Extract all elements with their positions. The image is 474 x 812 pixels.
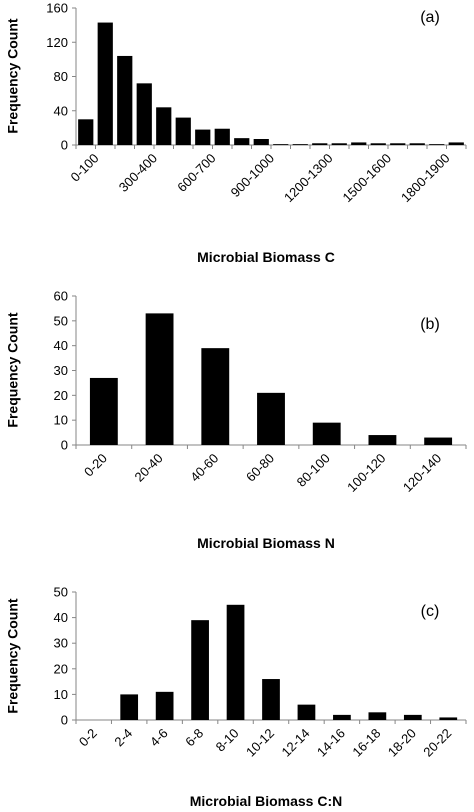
y-tick-label: 20 — [54, 388, 68, 403]
panel-label: (c) — [421, 603, 440, 620]
y-tick-label: 60 — [54, 289, 68, 304]
bar-1300-1400 — [331, 143, 347, 145]
panel-b: 0 10 20 30 40 50 60 0-20 20-40 40-60 60-80 80-100 10… — [5, 289, 467, 551]
y-tick-label: 40 — [54, 610, 68, 625]
bar-1400-1500 — [351, 142, 367, 145]
bar-1100-1200 — [292, 144, 308, 145]
x-tick-label: 40-60 — [187, 451, 221, 485]
bar-200-300 — [117, 55, 133, 146]
x-tick-label: 20-40 — [132, 451, 166, 485]
bar-900-1000 — [253, 139, 269, 145]
bar-1600-1700 — [390, 143, 406, 145]
panel-label: (b) — [420, 316, 440, 333]
y-tick-label: 50 — [54, 585, 68, 600]
y-axis-label: Frequency Count — [5, 312, 21, 427]
bar-1800-1900 — [429, 144, 445, 145]
y-axis-label: Frequency Count — [5, 598, 21, 713]
x-tick-label: 1200-1300 — [281, 151, 336, 206]
bar-8-10 — [226, 604, 245, 720]
x-tick-label: 0-2 — [76, 726, 100, 750]
bar-4-6 — [155, 691, 174, 720]
bar-6-8 — [191, 620, 209, 720]
bar-16-18 — [368, 712, 387, 720]
x-tick-label: 1500-1600 — [340, 151, 395, 206]
bar-300-400 — [136, 83, 152, 145]
y-tick-label: 80 — [54, 69, 68, 84]
x-tick-label: 2-4 — [111, 726, 135, 750]
y-tick-label: 40 — [54, 338, 68, 353]
bar-80-100 — [312, 422, 341, 445]
bar-10-12 — [262, 679, 280, 720]
x-axis-label: Microbial Biomass C:N — [190, 793, 342, 809]
panel-a: 0 40 80 120 160 0-100 300-400 600-700 900-1000 12… — [5, 1, 467, 265]
bar-1200-1300 — [312, 143, 328, 145]
y-tick-label: 30 — [54, 363, 68, 378]
x-tick-label: 80-100 — [294, 451, 333, 490]
x-tick-label: 1800-1900 — [398, 151, 453, 206]
x-tick-label: 0-100 — [68, 151, 102, 185]
x-tick-label: 20-22 — [420, 726, 454, 760]
bar-12-14 — [297, 704, 316, 720]
bar-1700-1800 — [409, 143, 425, 145]
y-tick-label: 40 — [54, 103, 68, 118]
panel-label: (a) — [420, 9, 440, 26]
bar-60-80 — [257, 392, 285, 445]
y-tick-label: 10 — [54, 413, 68, 428]
x-tick-label: 60-80 — [243, 451, 277, 485]
bar-100-120 — [368, 435, 397, 445]
bar-14-16 — [333, 714, 351, 720]
y-tick-label: 120 — [46, 35, 68, 50]
bar-600-700 — [195, 129, 211, 145]
x-tick-label: 6-8 — [182, 726, 206, 750]
bar-18-20 — [403, 714, 422, 720]
panel-c: 0 10 20 30 40 50 0-2 2-4 4-6 6-8 8-10 10-12 12-14 14-… — [5, 585, 467, 809]
x-tick-label: 16-18 — [349, 726, 383, 760]
x-tick-label: 8-10 — [213, 726, 242, 755]
y-tick-label: 30 — [54, 636, 68, 651]
bar-0-20 — [89, 377, 118, 445]
bar-20-22 — [439, 717, 458, 720]
bar-500-600 — [175, 117, 191, 145]
bar-800-900 — [234, 138, 250, 145]
bar-700-800 — [214, 128, 230, 145]
x-tick-label: 0-20 — [81, 451, 110, 480]
bar-1900-2000 — [448, 142, 464, 145]
bar-100-200 — [97, 22, 113, 145]
x-tick-label: 10-12 — [243, 726, 277, 760]
bar-120-140 — [424, 437, 453, 445]
bar-400-500 — [156, 107, 172, 145]
y-tick-label: 160 — [46, 1, 68, 16]
x-axis-label: Microbial Biomass N — [197, 535, 335, 551]
bar-20-40 — [145, 313, 174, 445]
x-tick-label: 12-14 — [278, 726, 312, 760]
x-tick-label: 300-400 — [116, 151, 160, 195]
y-tick-label: 0 — [61, 438, 68, 453]
y-tick-label: 10 — [54, 687, 68, 702]
bar-40-60 — [201, 348, 230, 445]
x-tick-label: 14-16 — [314, 726, 348, 760]
x-tick-label: 600-700 — [174, 151, 218, 195]
y-tick-label: 0 — [61, 138, 68, 153]
y-tick-label: 50 — [54, 313, 68, 328]
x-tick-label: 900-1000 — [228, 151, 277, 200]
x-axis-label: Microbial Biomass C — [197, 249, 335, 265]
y-axis-label: Frequency Count — [5, 18, 21, 133]
x-tick-label: 18-20 — [385, 726, 419, 760]
bar-1500-1600 — [370, 143, 386, 145]
bar-1000-1100 — [273, 144, 289, 145]
x-tick-label: 4-6 — [147, 726, 171, 750]
y-tick-label: 20 — [54, 661, 68, 676]
x-tick-label: 120-140 — [400, 451, 444, 495]
x-tick-label: 100-120 — [344, 451, 388, 495]
bar-0-100 — [78, 119, 94, 145]
bar-2-4 — [120, 694, 139, 720]
y-tick-label: 0 — [61, 713, 68, 728]
